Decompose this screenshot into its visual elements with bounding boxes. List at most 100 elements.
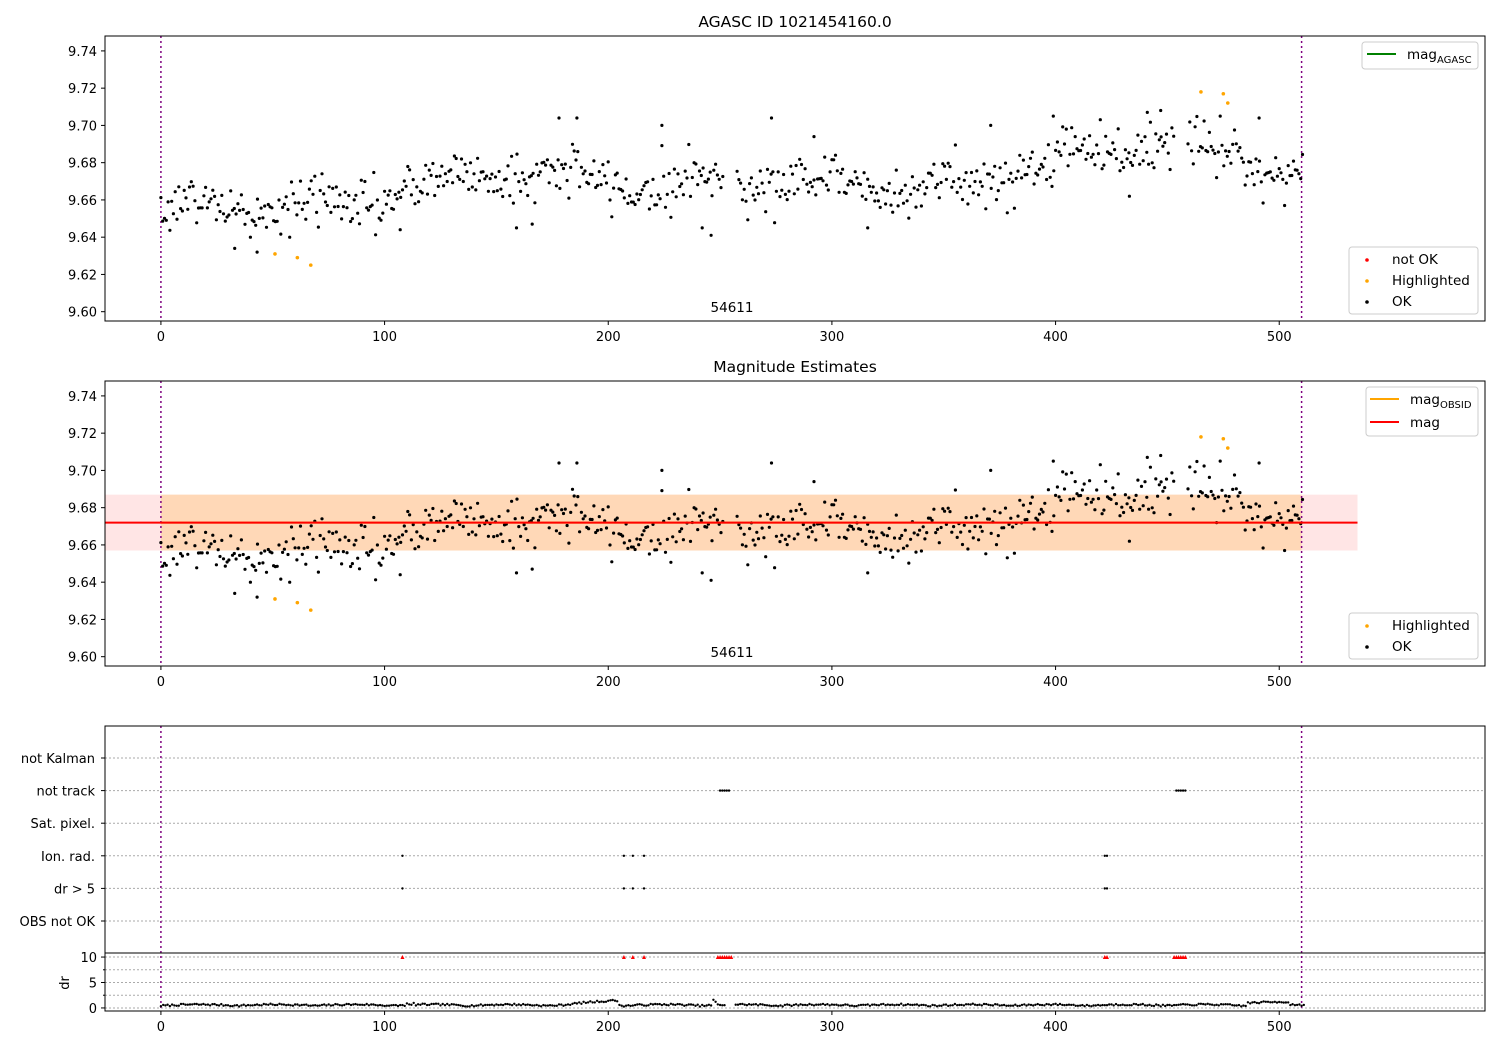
x-tick-label: 500	[1267, 1020, 1292, 1035]
dr-point	[188, 1003, 192, 1006]
ok-point	[501, 539, 505, 544]
ok-point	[202, 539, 206, 543]
ok-point	[200, 551, 204, 555]
ok-point	[608, 543, 612, 547]
ok-point	[841, 512, 845, 516]
dr-point	[367, 1004, 371, 1007]
flags-marks	[159, 726, 1306, 1011]
ok-point	[739, 181, 743, 185]
dr-point	[1240, 1005, 1243, 1008]
flag-point	[1105, 887, 1109, 890]
ok-point	[667, 516, 671, 521]
dr-point	[774, 1004, 778, 1007]
flag-point	[718, 789, 722, 792]
highlighted-point	[273, 597, 277, 601]
ok-point	[595, 528, 600, 533]
ok-point	[536, 173, 541, 177]
ok-point	[320, 517, 324, 521]
ok-point	[576, 150, 580, 154]
dr-point	[651, 1003, 655, 1006]
dr-point	[1257, 1002, 1261, 1005]
dr-point	[772, 1004, 775, 1007]
dr-point	[1275, 1001, 1279, 1004]
dr-point	[535, 1003, 538, 1007]
dr-point	[839, 1004, 843, 1007]
ok-point	[477, 179, 481, 183]
ok-point	[799, 162, 804, 167]
ok-point	[1073, 135, 1077, 139]
ok-point	[320, 172, 324, 176]
ok-point	[660, 123, 664, 127]
dr-point	[837, 1004, 840, 1007]
ok-point	[1257, 116, 1261, 120]
ok-point	[769, 461, 774, 465]
ok-point	[266, 202, 270, 207]
dr-point	[953, 1002, 957, 1006]
dr-point	[1105, 1004, 1109, 1007]
y-tick-label: 9.70	[68, 119, 97, 134]
ok-point	[943, 164, 947, 168]
dr-point	[450, 1003, 453, 1006]
dr-point	[1132, 1002, 1136, 1006]
ok-point	[458, 177, 462, 181]
dr-point	[1020, 1003, 1024, 1007]
ok-point	[170, 544, 174, 548]
ok-point	[264, 225, 269, 229]
dr-point	[645, 1004, 648, 1007]
dr-point	[624, 1004, 628, 1007]
dr-point	[716, 1003, 719, 1006]
ok-point	[372, 515, 376, 520]
ok-point	[307, 532, 311, 536]
ok-point	[996, 534, 1000, 538]
dr-point	[249, 1004, 252, 1007]
ok-point	[397, 190, 401, 194]
dr-point	[208, 1004, 212, 1007]
dr-point	[282, 1003, 286, 1006]
ok-point	[554, 184, 559, 188]
dr-point	[1302, 1003, 1306, 1007]
dr-point	[361, 1003, 364, 1006]
dr-point	[768, 1004, 771, 1007]
ok-point	[631, 200, 635, 204]
ok-point	[909, 537, 913, 541]
panel2-x-axis: 0 100 200 300 400 500	[157, 666, 1292, 690]
ok-point	[694, 162, 698, 166]
ok-point	[884, 547, 888, 551]
ok-point	[1054, 493, 1058, 497]
dr-point	[439, 1004, 442, 1007]
ok-point	[1222, 509, 1226, 513]
ok-point	[850, 179, 854, 184]
highlighted-point	[1199, 435, 1203, 439]
ok-point	[241, 207, 245, 212]
ok-point	[828, 170, 832, 174]
dr-point	[1204, 1003, 1207, 1006]
ok-point	[635, 192, 639, 196]
ok-point	[483, 177, 487, 181]
ok-point	[1051, 459, 1055, 463]
x-tick-label: 400	[1043, 675, 1068, 690]
ok-point	[1256, 170, 1260, 174]
dr-point	[1047, 1003, 1051, 1006]
ok-point	[408, 513, 412, 517]
dr-point	[1065, 1003, 1069, 1007]
dr-point	[698, 1005, 702, 1008]
ok-point	[876, 199, 881, 203]
dr-point	[1137, 1003, 1140, 1007]
ok-point	[499, 532, 503, 536]
dr-point	[410, 1003, 413, 1006]
ok-point	[1232, 473, 1237, 477]
flag-point	[723, 789, 726, 792]
ok-point	[334, 530, 338, 534]
ok-point	[304, 562, 308, 566]
ok-point	[1037, 512, 1042, 516]
ok-point	[1127, 496, 1131, 500]
ok-point	[445, 524, 449, 529]
ok-point	[449, 513, 453, 517]
highlighted-point	[1225, 101, 1230, 105]
ok-point	[919, 549, 924, 553]
dr-point	[871, 1003, 874, 1006]
ok-point	[381, 211, 385, 215]
ok-point	[1154, 132, 1158, 136]
ok-point	[748, 527, 752, 531]
